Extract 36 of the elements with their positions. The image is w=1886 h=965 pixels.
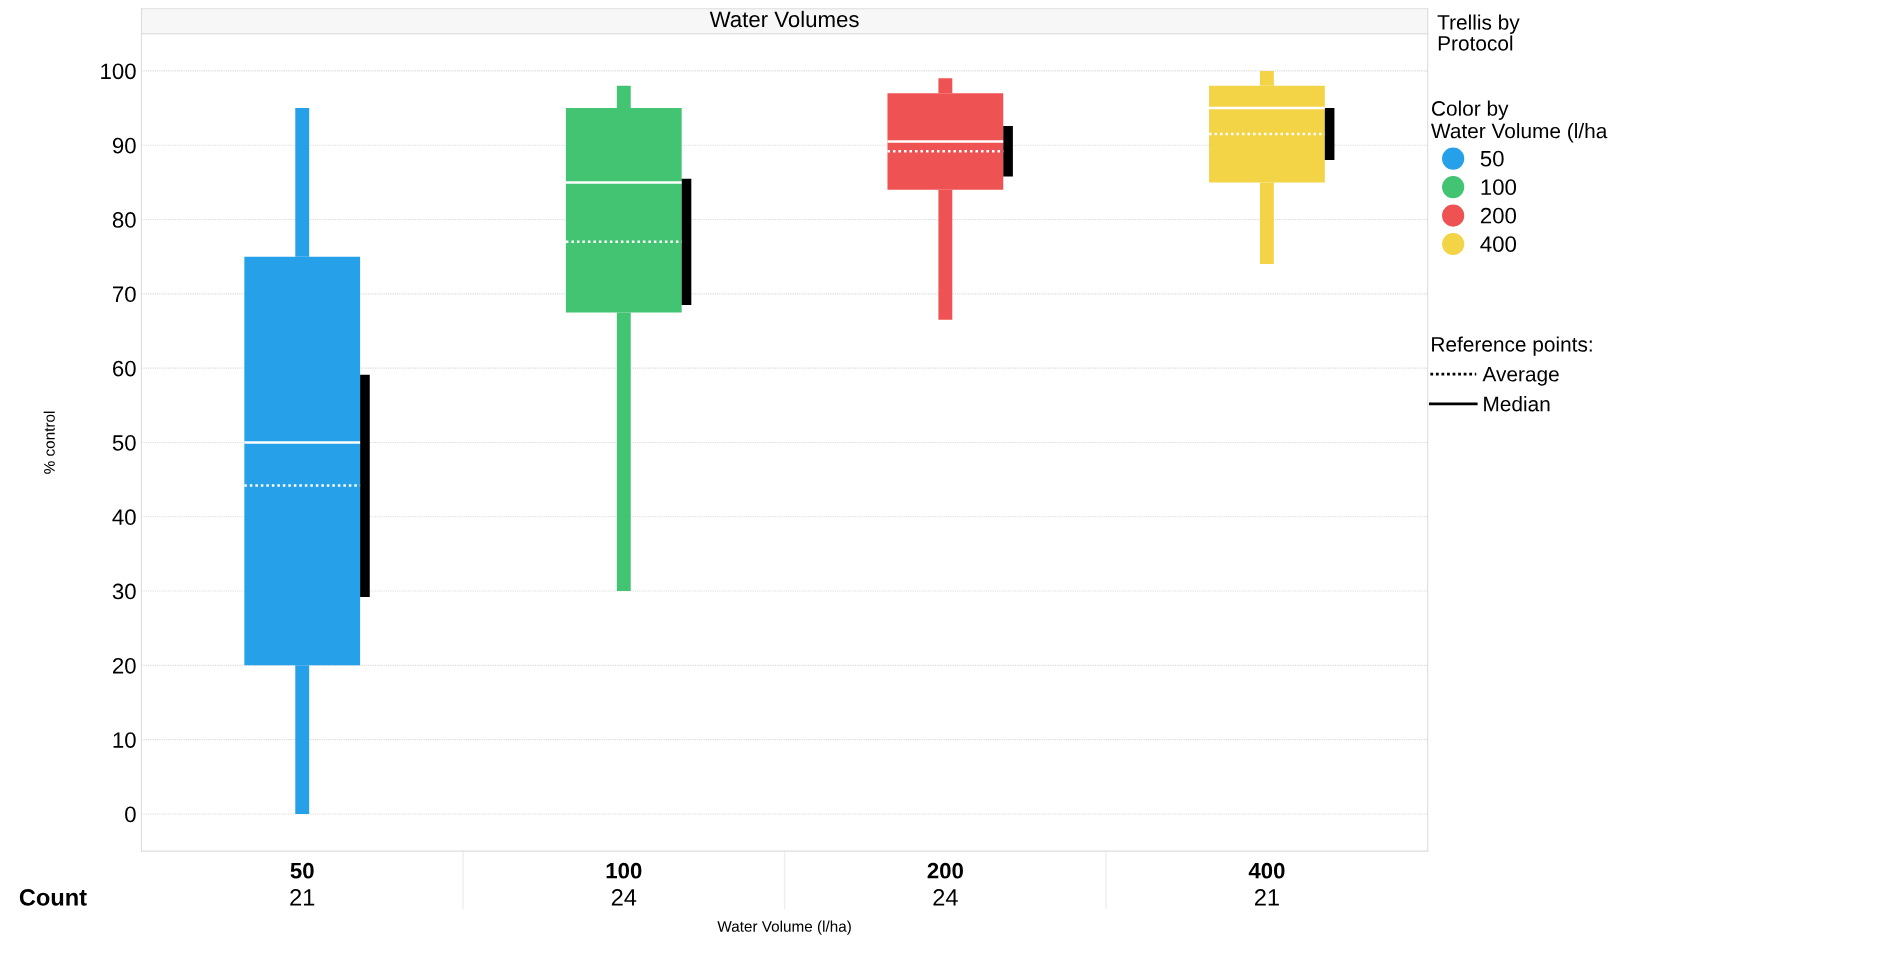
text: Trellis by Protocol <box>1437 14 1520 51</box>
text: Count <box>19 889 87 906</box>
text: 24 <box>933 889 958 906</box>
legend-label: 50 <box>1480 150 1504 167</box>
text: 24 <box>611 889 637 906</box>
x-axis-title: Water Volume (l/ha) <box>717 920 851 935</box>
bar <box>681 178 692 305</box>
legend-label: 400 <box>1480 236 1517 252</box>
legend-title: Color by Water Volume (l/ha <box>1431 100 1608 143</box>
y-tick-label: 40 <box>112 509 136 526</box>
x-tick-label: 200 <box>927 862 963 879</box>
legend-label: 200 <box>1480 207 1517 224</box>
y-tick-label: 90 <box>112 137 136 154</box>
x-tick-label: 50 <box>290 862 314 879</box>
y-tick-label: 80 <box>112 212 136 228</box>
x-tick-label: 400 <box>1248 862 1285 879</box>
y-tick-label: 10 <box>113 732 136 748</box>
y-tick-label: 60 <box>113 360 136 377</box>
legend-label: 100 <box>1481 179 1517 196</box>
y-tick-label: 30 <box>112 583 136 600</box>
y-tick-label: 100 <box>101 63 136 80</box>
x-tick-label: 100 <box>606 862 642 879</box>
y-axis-title: % control <box>43 411 55 474</box>
bar <box>1003 125 1013 177</box>
text: 21 <box>1254 889 1279 906</box>
text: Reference points: <box>1432 336 1592 356</box>
text: 21 <box>290 889 315 906</box>
y-tick-label: 20 <box>112 657 136 674</box>
text: Average <box>1482 367 1559 386</box>
y-tick-label: 70 <box>113 286 136 303</box>
text: Median <box>1484 396 1550 412</box>
y-tick-label: 0 <box>125 806 136 823</box>
y-tick-label: 50 <box>112 434 136 451</box>
chart-title: Water Volumes <box>709 10 859 28</box>
bar <box>360 374 370 598</box>
bar <box>1324 108 1335 161</box>
